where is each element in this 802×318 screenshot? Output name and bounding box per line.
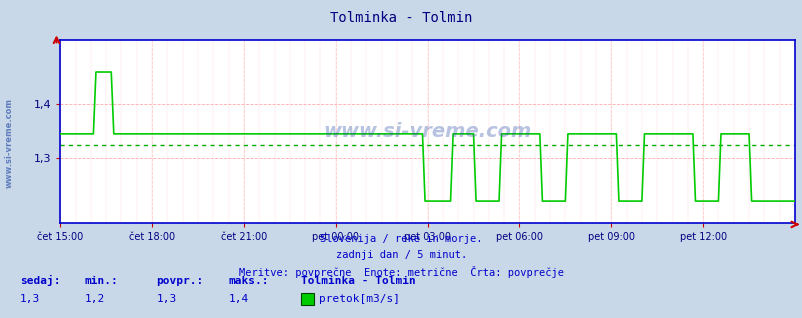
Text: 1,3: 1,3 <box>20 294 40 304</box>
Text: www.si-vreme.com: www.si-vreme.com <box>5 98 14 188</box>
Text: Tolminka - Tolmin: Tolminka - Tolmin <box>330 11 472 25</box>
Text: pretok[m3/s]: pretok[m3/s] <box>318 294 399 304</box>
Text: min.:: min.: <box>84 276 118 286</box>
Text: sedaj:: sedaj: <box>20 275 60 286</box>
Text: zadnji dan / 5 minut.: zadnji dan / 5 minut. <box>335 250 467 259</box>
Text: www.si-vreme.com: www.si-vreme.com <box>323 122 531 141</box>
Text: Tolminka - Tolmin: Tolminka - Tolmin <box>301 276 415 286</box>
Text: Meritve: povprečne  Enote: metrične  Črta: povprečje: Meritve: povprečne Enote: metrične Črta:… <box>239 266 563 278</box>
Text: 1,3: 1,3 <box>156 294 176 304</box>
Text: maks.:: maks.: <box>229 276 269 286</box>
Text: povpr.:: povpr.: <box>156 276 204 286</box>
Text: Slovenija / reke in morje.: Slovenija / reke in morje. <box>320 234 482 244</box>
Text: 1,4: 1,4 <box>229 294 249 304</box>
Text: 1,2: 1,2 <box>84 294 104 304</box>
